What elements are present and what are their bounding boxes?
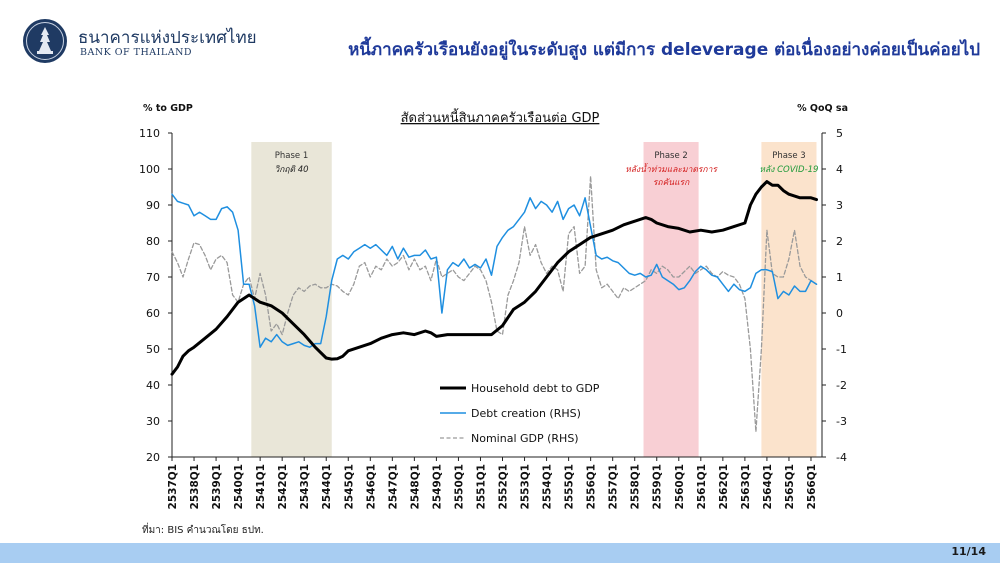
x-tick-label: 2560Q1	[674, 464, 686, 509]
y-tick-label-left: 40	[146, 379, 160, 392]
phase-label: Phase 3	[772, 151, 806, 161]
legend-label-3: Nominal GDP (RHS)	[471, 432, 579, 445]
x-tick-label: 2561Q1	[696, 464, 708, 509]
x-tick-label: 2553Q1	[520, 464, 532, 509]
y-tick-label-right: 5	[836, 127, 843, 140]
x-tick-label: 2545Q1	[343, 464, 355, 509]
y-tick-label-right: 2	[836, 235, 843, 248]
y-tick-label-right: 3	[836, 199, 843, 212]
x-tick-label: 2557Q1	[608, 464, 620, 509]
x-tick-label: 2550Q1	[453, 464, 465, 509]
y-tick-label-right: 1	[836, 271, 843, 284]
x-tick-label: 2547Q1	[387, 464, 399, 509]
bank-name-th: ธนาคารแห่งประเทศไทย	[78, 28, 257, 48]
x-tick-label: 2554Q1	[542, 464, 554, 509]
y-tick-label-left: 80	[146, 235, 160, 248]
slide-title: หนี้ภาคครัวเรือนยังอยู่ในระดับสูง แต่มีก…	[348, 40, 980, 60]
bottom-bar: 11/14	[0, 543, 1000, 563]
x-tick-label: 2548Q1	[409, 464, 421, 509]
x-tick-label: 2566Q1	[806, 464, 818, 509]
x-tick-label: 2544Q1	[321, 464, 333, 509]
legend-label-2: Debt creation (RHS)	[471, 407, 581, 420]
x-tick-label: 2540Q1	[233, 464, 245, 509]
y-tick-label-right: -1	[836, 343, 847, 356]
x-tick-label: 2549Q1	[431, 464, 443, 509]
y-tick-label-right: 4	[836, 163, 843, 176]
x-tick-label: 2565Q1	[784, 464, 796, 509]
y-tick-label-left: 110	[139, 127, 160, 140]
phase-sublabel: หลังน้ำท่วมและมาตรการ	[625, 163, 718, 175]
y-tick-label-left: 70	[146, 271, 160, 284]
x-tick-label: 2562Q1	[718, 464, 730, 509]
x-tick-label: 2543Q1	[299, 464, 311, 509]
y-tick-label-left: 50	[146, 343, 160, 356]
y-tick-label-right: 0	[836, 307, 843, 320]
phase-sublabel: วิกฤติ 40	[274, 165, 308, 175]
x-tick-label: 2558Q1	[630, 464, 642, 509]
y-axis-label-left: % to GDP	[143, 103, 193, 114]
household-debt-chart: Phase 1 วิกฤติ 40 Phase 2 หลังน้ำท่วมและมาต…	[139, 103, 848, 509]
series-line-3	[171, 175, 818, 433]
chart-title: สัดส่วนหนี้สินภาคครัวเรือนต่อ GDP	[401, 108, 600, 126]
source-note: ที่มา: BIS คำนวณโดย ธปท.	[142, 525, 264, 536]
bank-name-en: BANK OF THAILAND	[80, 47, 193, 58]
x-tick-label: 2552Q1	[498, 464, 510, 509]
y-tick-label-left: 30	[146, 415, 160, 428]
x-tick-label: 2546Q1	[365, 464, 377, 509]
x-tick-label: 2564Q1	[762, 464, 774, 509]
x-tick-label: 2563Q1	[740, 464, 752, 509]
y-tick-label-left: 20	[146, 451, 160, 464]
phase-label: Phase 2	[654, 151, 688, 161]
bot-logo	[23, 19, 67, 63]
x-tick-label: 2541Q1	[255, 464, 267, 509]
phase-band-3	[761, 142, 817, 457]
x-tick-label: 2537Q1	[167, 464, 179, 509]
y-tick-label-right: -3	[836, 415, 847, 428]
x-tick-label: 2555Q1	[564, 464, 576, 509]
y-axis-label-right: % QoQ sa	[797, 103, 848, 114]
phase-band-2	[643, 142, 699, 457]
phase-sublabel: หลัง COVID-19	[759, 165, 818, 175]
x-tick-label: 2542Q1	[277, 464, 289, 509]
x-tick-label: 2539Q1	[211, 464, 223, 509]
x-tick-label: 2556Q1	[586, 464, 598, 509]
y-tick-label-left: 100	[139, 163, 160, 176]
y-tick-label-right: -4	[836, 451, 847, 464]
y-tick-label-right: -2	[836, 379, 847, 392]
x-tick-label: 2538Q1	[189, 464, 201, 509]
y-tick-label-left: 60	[146, 307, 160, 320]
page-number: 11/14	[951, 545, 986, 558]
phase-sublabel: รถคันแรก	[653, 178, 690, 188]
x-tick-label: 2551Q1	[475, 464, 487, 509]
legend-label-1: Household debt to GDP	[471, 382, 600, 395]
y-tick-label-left: 90	[146, 199, 160, 212]
series-line-1	[170, 180, 818, 376]
phase-label: Phase 1	[275, 151, 309, 161]
series-line-2	[171, 193, 818, 348]
x-tick-label: 2559Q1	[652, 464, 664, 509]
